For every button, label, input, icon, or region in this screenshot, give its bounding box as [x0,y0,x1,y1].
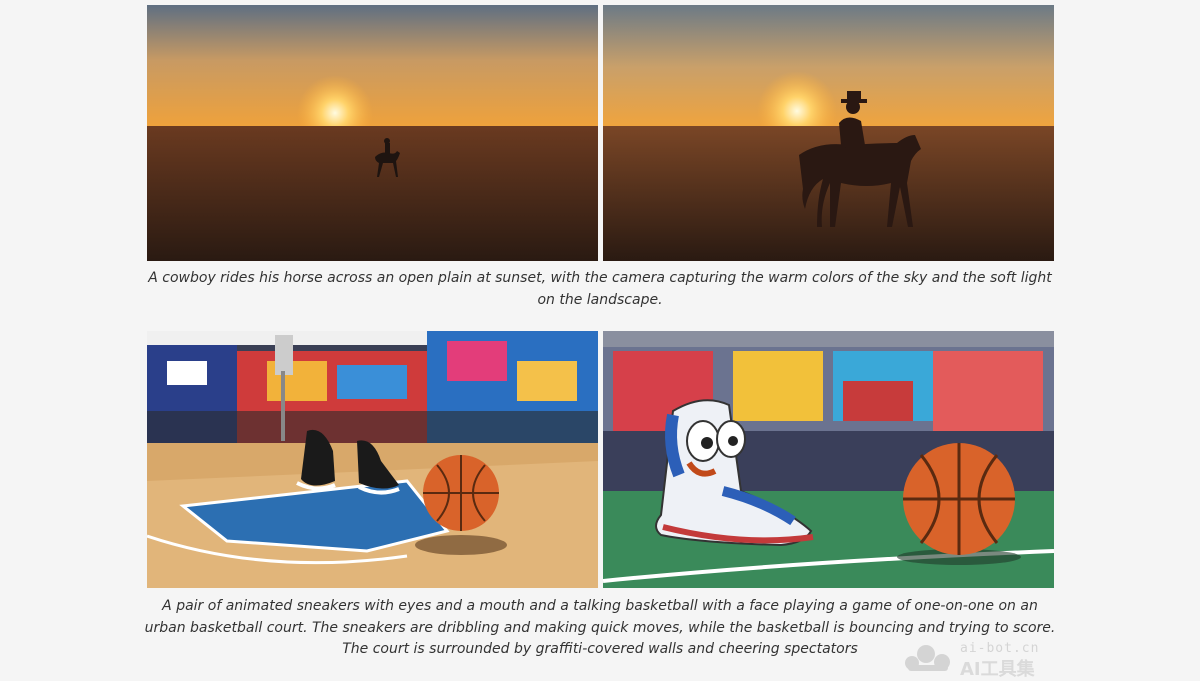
sneakers-caption: A pair of animated sneakers with eyes an… [144,598,1056,657]
sneakers-image-row [147,331,1054,588]
sneakers-character-image [603,331,1054,588]
cowboy-closeup-image [603,5,1054,261]
sneakers-court-image [147,331,598,588]
watermark-text: AI工具集 [960,659,1035,680]
cowboy-caption: A cowboy rides his horse across an open … [148,270,1052,308]
site-watermark: ai-bot.cn AI工具集 [902,641,1082,680]
cowboy-image-row [147,5,1054,261]
cowboy-wide-shot-image [147,5,598,261]
watermark-url: ai-bot.cn [960,641,1040,656]
watermark-logo-icon [905,645,950,671]
